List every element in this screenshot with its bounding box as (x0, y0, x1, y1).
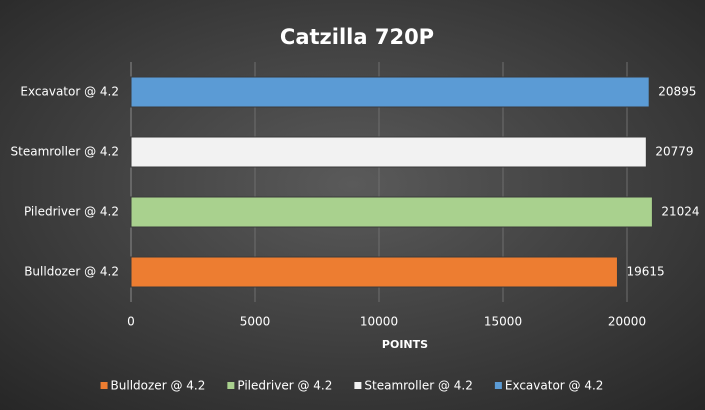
x-tick-label: 5000 (240, 315, 271, 329)
bar (130, 136, 647, 168)
x-tick-label: 20000 (608, 315, 646, 329)
y-tick-label: Excavator @ 4.2 (20, 85, 119, 99)
data-label: 20779 (655, 145, 693, 159)
bar (130, 76, 650, 108)
bar (130, 256, 618, 288)
legend-marker (494, 382, 502, 389)
x-tick-label: 10000 (360, 315, 398, 329)
data-label: 21024 (661, 205, 699, 219)
chart-title: Catzilla 720P (280, 25, 434, 49)
legend-label: Piledriver @ 4.2 (237, 379, 332, 393)
legend-label: Steamroller @ 4.2 (364, 379, 472, 393)
data-label: 20895 (658, 85, 696, 99)
bar (130, 196, 653, 228)
legend-marker (100, 382, 108, 389)
y-tick-label: Piledriver @ 4.2 (24, 205, 119, 219)
y-tick-label: Bulldozer @ 4.2 (24, 265, 119, 279)
data-label: 19615 (626, 265, 664, 279)
x-tick-label: 0 (127, 315, 135, 329)
legend-label: Excavator @ 4.2 (505, 379, 604, 393)
legend-marker (227, 382, 235, 389)
x-tick-label: 15000 (484, 315, 522, 329)
x-axis-title: POINTS (382, 338, 428, 351)
y-tick-label: Steamroller @ 4.2 (11, 145, 119, 159)
legend-marker (354, 382, 362, 389)
legend-label: Bulldozer @ 4.2 (111, 379, 206, 393)
